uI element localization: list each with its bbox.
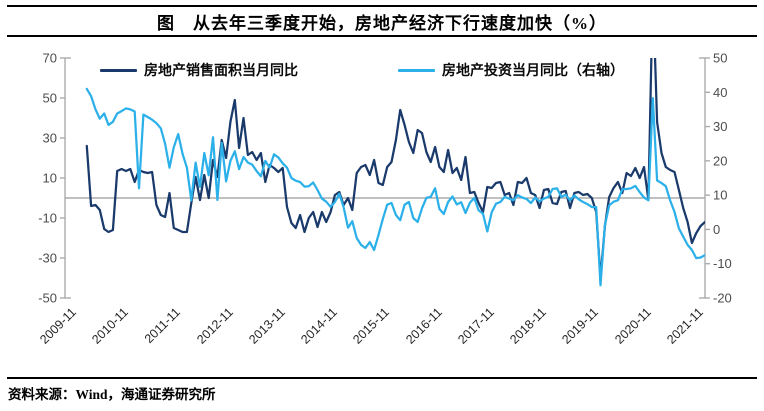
y-axis-tick-label-right: -20 [713,291,732,306]
title-rule-bottom [7,35,757,37]
investment-line-swatch-icon [398,68,435,72]
y-axis-tick-label-right: 20 [713,153,727,168]
y-axis-tick-label-right: 30 [713,119,727,134]
sales-line-swatch-icon [100,68,137,72]
y-axis-tick-label-left: -50 [38,291,57,306]
title-rule-top [7,5,757,7]
chart-title: 图 从去年三季度开始，房地产经济下行速度加快（%） [157,14,607,33]
legend-label-sales: 房地产销售面积当月同比 [144,64,298,79]
legend-label-investment: 房地产投资当月同比（右轴） [442,64,624,79]
footer-rule [7,377,757,379]
y-axis-tick-label-left: -10 [38,211,57,226]
legend-item-sales: 房地产销售面积当月同比 [100,60,298,80]
y-axis-tick-label-left: 30 [43,131,57,146]
y-axis-tick-label-right: 40 [713,85,727,100]
y-axis-tick-label-left: 10 [43,171,57,186]
y-axis-tick-label-left: -30 [38,251,57,266]
y-axis-tick-label-left: 70 [43,51,57,66]
y-axis-tick-label-left: 50 [43,91,57,106]
y-axis-tick-label-right: -10 [713,256,732,271]
legend-item-investment: 房地产投资当月同比（右轴） [398,60,624,80]
y-axis-tick-label-right: 10 [713,188,727,203]
y-axis-tick-label-right: 50 [713,51,727,66]
data-source-note: 资料来源：Wind，海通证券研究所 [8,387,216,402]
y-axis-tick-label-right: 0 [713,222,720,237]
investment-series-line [85,87,705,287]
